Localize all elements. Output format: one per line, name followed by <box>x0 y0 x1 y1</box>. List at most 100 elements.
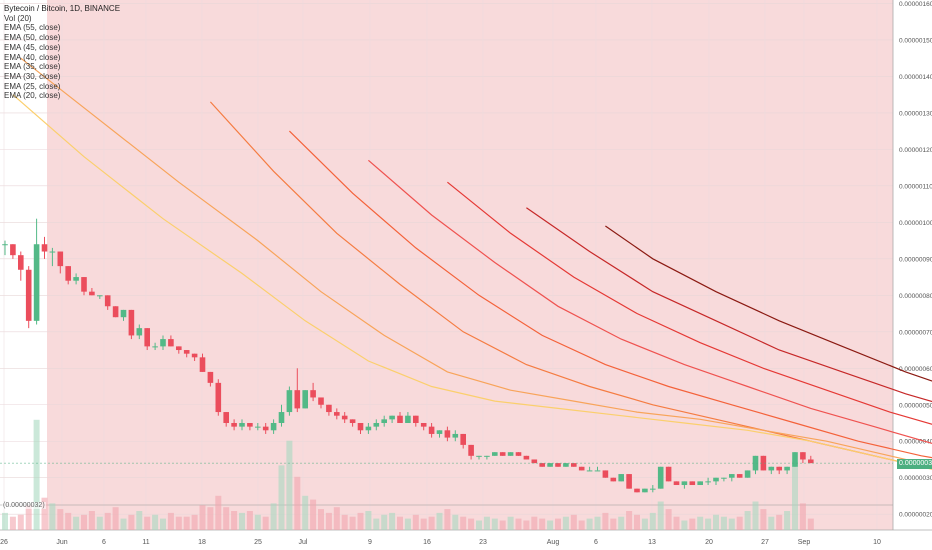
x-tick-label: Jun <box>56 539 67 546</box>
candle-body <box>578 466 585 471</box>
volume-bar <box>191 514 198 530</box>
candle-body <box>247 422 253 427</box>
volume-bar <box>136 511 143 530</box>
volume-bar <box>483 516 490 530</box>
volume-bar <box>713 514 719 530</box>
legend-item-ema-20: EMA (20, close) <box>4 91 61 101</box>
y-tick-label: 0.00000060 <box>899 366 932 373</box>
candle-body <box>223 412 229 423</box>
candle-body <box>373 422 380 427</box>
volume-bar <box>499 520 506 530</box>
candle-body <box>460 433 466 445</box>
candle-body <box>515 452 522 456</box>
volume-bar <box>373 518 380 530</box>
ema-line-7 <box>12 94 932 470</box>
candle-body <box>673 481 680 486</box>
volume-bar <box>25 505 32 530</box>
volume-bar <box>120 518 127 530</box>
candle-body <box>586 470 593 472</box>
candle-body <box>665 466 672 482</box>
y-tick-label: 0.00000140 <box>899 74 932 81</box>
x-tick-label: 16 <box>423 539 431 546</box>
candle-body <box>199 357 206 372</box>
volume-bar <box>491 518 498 530</box>
candle-body <box>555 463 561 467</box>
volume-bar <box>776 514 783 530</box>
volume-bar <box>428 516 435 530</box>
candle-body <box>428 426 435 434</box>
candle-body <box>452 433 459 438</box>
candle-body <box>547 463 553 467</box>
ema-line-2 <box>447 181 932 425</box>
candle-body <box>215 382 222 413</box>
x-tick-label: Jul <box>299 539 308 546</box>
volume-bar <box>41 497 48 530</box>
candle-body <box>468 444 474 456</box>
candle-body <box>768 466 775 471</box>
candle-body <box>507 452 514 456</box>
last-price-tag: 0.00000034 <box>897 459 932 469</box>
volume-bar <box>594 516 601 530</box>
y-tick-label: 0.00000160 <box>899 1 932 8</box>
volume-bar <box>792 461 798 530</box>
volume-bar <box>744 511 751 530</box>
volume-bar <box>689 518 696 530</box>
candle-body <box>650 488 656 490</box>
candle-body <box>713 477 719 482</box>
candle-body <box>444 430 451 438</box>
volume-bar <box>152 514 159 530</box>
x-tick-label: 6 <box>102 539 106 546</box>
candle-body <box>239 422 245 427</box>
volume-bar <box>183 516 190 530</box>
volume-bar <box>254 514 261 530</box>
candle-body <box>104 295 111 307</box>
candle-body <box>365 426 372 431</box>
volume-bar <box>610 518 617 530</box>
y-tick-label: 0.00000150 <box>899 37 932 44</box>
y-tick-label: 0.00000080 <box>899 293 932 300</box>
y-tick-label: 0.00000030 <box>899 475 932 482</box>
volume-bar <box>270 503 277 530</box>
legend-item-ema-55: EMA (55, close) <box>4 23 61 33</box>
candle-body <box>681 481 688 486</box>
candle-body <box>168 339 174 347</box>
candle-body <box>436 430 443 434</box>
legend-item-volume: Vol (20) <box>4 13 32 23</box>
volume-bar <box>357 512 364 530</box>
candle-body <box>89 291 95 296</box>
volume-bar <box>381 514 388 530</box>
candle-body <box>721 477 727 479</box>
candle-body <box>49 251 56 253</box>
shaded-zone <box>47 0 893 530</box>
candle-body <box>302 390 308 409</box>
volume-bar <box>2 512 8 530</box>
y-tick-label: 0.00000100 <box>899 220 932 227</box>
candle-body <box>341 415 348 420</box>
candle-body <box>294 390 301 409</box>
candle-body <box>136 328 143 336</box>
candle-body <box>413 415 419 423</box>
volume-bar <box>57 509 64 530</box>
volume-bar <box>262 516 269 530</box>
volume-bar <box>784 511 791 530</box>
volume-bar <box>562 516 569 530</box>
candle-body <box>262 426 269 431</box>
candle-body <box>120 309 127 318</box>
candle-body <box>594 470 601 472</box>
volume-bar <box>17 514 24 530</box>
volume-bar <box>239 512 245 530</box>
x-tick-label: 23 <box>479 539 487 546</box>
volume-bar <box>128 514 135 530</box>
volume-bar <box>88 511 95 530</box>
candle-body <box>18 255 24 270</box>
volume-bar <box>349 516 356 530</box>
volume-bar <box>333 507 340 530</box>
candle-body <box>25 269 32 321</box>
volume-bar <box>223 507 230 530</box>
y-tick-label: 0.00000110 <box>899 183 932 190</box>
ema-line-0 <box>605 225 932 382</box>
candle-body <box>484 455 490 457</box>
x-tick-label: 25 <box>254 539 262 546</box>
x-tick-label: 9 <box>368 539 372 546</box>
